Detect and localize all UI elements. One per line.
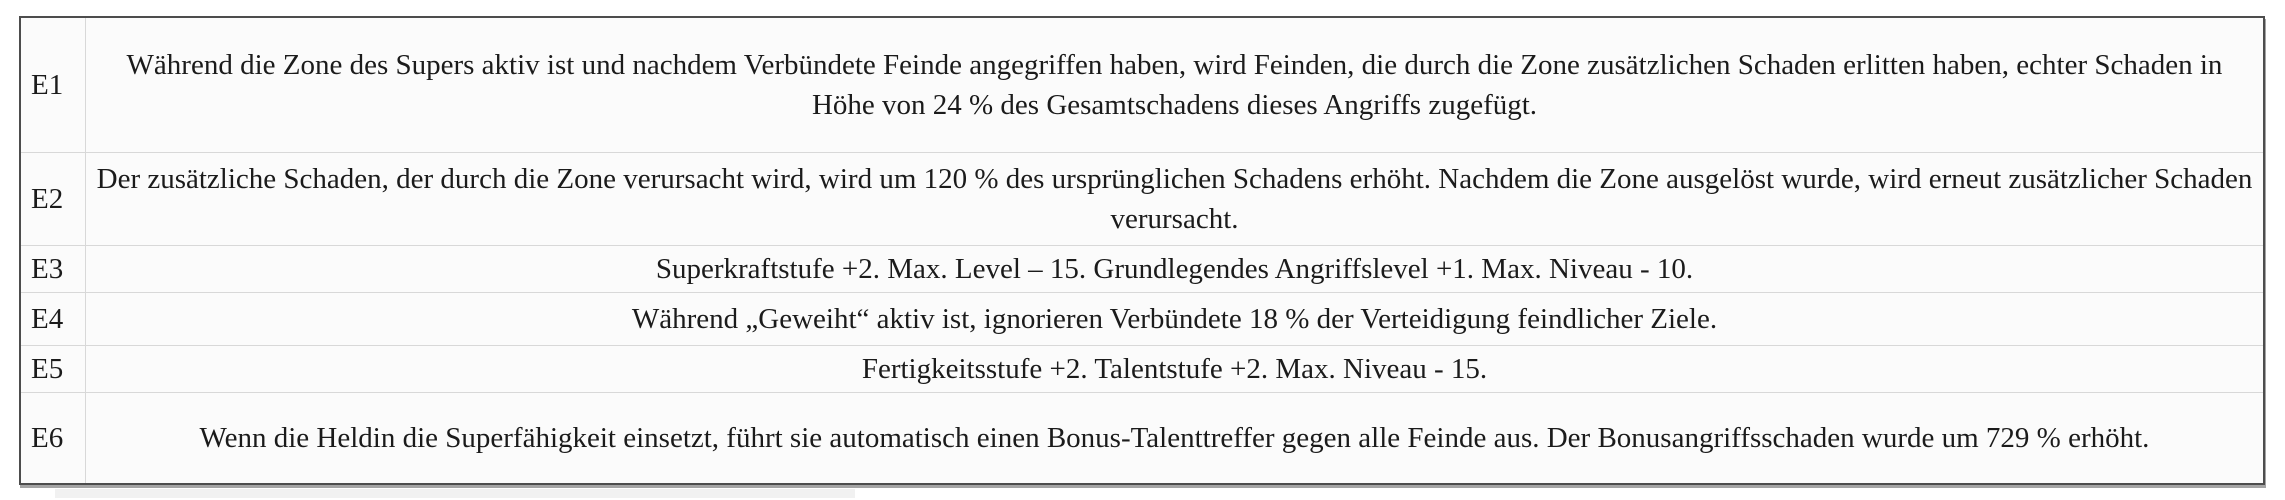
- effect-description: Superkraftstufe +2. Max. Level – 15. Gru…: [85, 245, 2265, 293]
- effect-description: Fertigkeitsstufe +2. Talentstufe +2. Max…: [85, 345, 2265, 393]
- effect-id: E1: [19, 16, 86, 153]
- table-row: E3 Superkraftstufe +2. Max. Level – 15. …: [19, 245, 2265, 293]
- table-row: E2 Der zusätzliche Schaden, der durch di…: [19, 152, 2265, 246]
- effect-id: E4: [19, 292, 86, 346]
- effect-description: Während die Zone des Supers aktiv ist un…: [85, 16, 2265, 153]
- effect-id: E5: [19, 345, 86, 393]
- effect-id: E3: [19, 245, 86, 293]
- effect-description: Wenn die Heldin die Superfähigkeit einse…: [85, 392, 2265, 485]
- effects-table: E1 Während die Zone des Supers aktiv ist…: [19, 16, 2265, 485]
- effect-id: E2: [19, 152, 86, 246]
- table-row: E6 Wenn die Heldin die Superfähigkeit ei…: [19, 392, 2265, 485]
- table-row: E5 Fertigkeitsstufe +2. Talentstufe +2. …: [19, 345, 2265, 393]
- table-row: E4 Während „Geweiht“ aktiv ist, ignorier…: [19, 292, 2265, 346]
- effect-id: E6: [19, 392, 86, 485]
- table-row: E1 Während die Zone des Supers aktiv ist…: [19, 16, 2265, 153]
- effect-description: Der zusätzliche Schaden, der durch die Z…: [85, 152, 2265, 246]
- next-element-edge: [55, 489, 855, 498]
- effect-description: Während „Geweiht“ aktiv ist, ignorieren …: [85, 292, 2265, 346]
